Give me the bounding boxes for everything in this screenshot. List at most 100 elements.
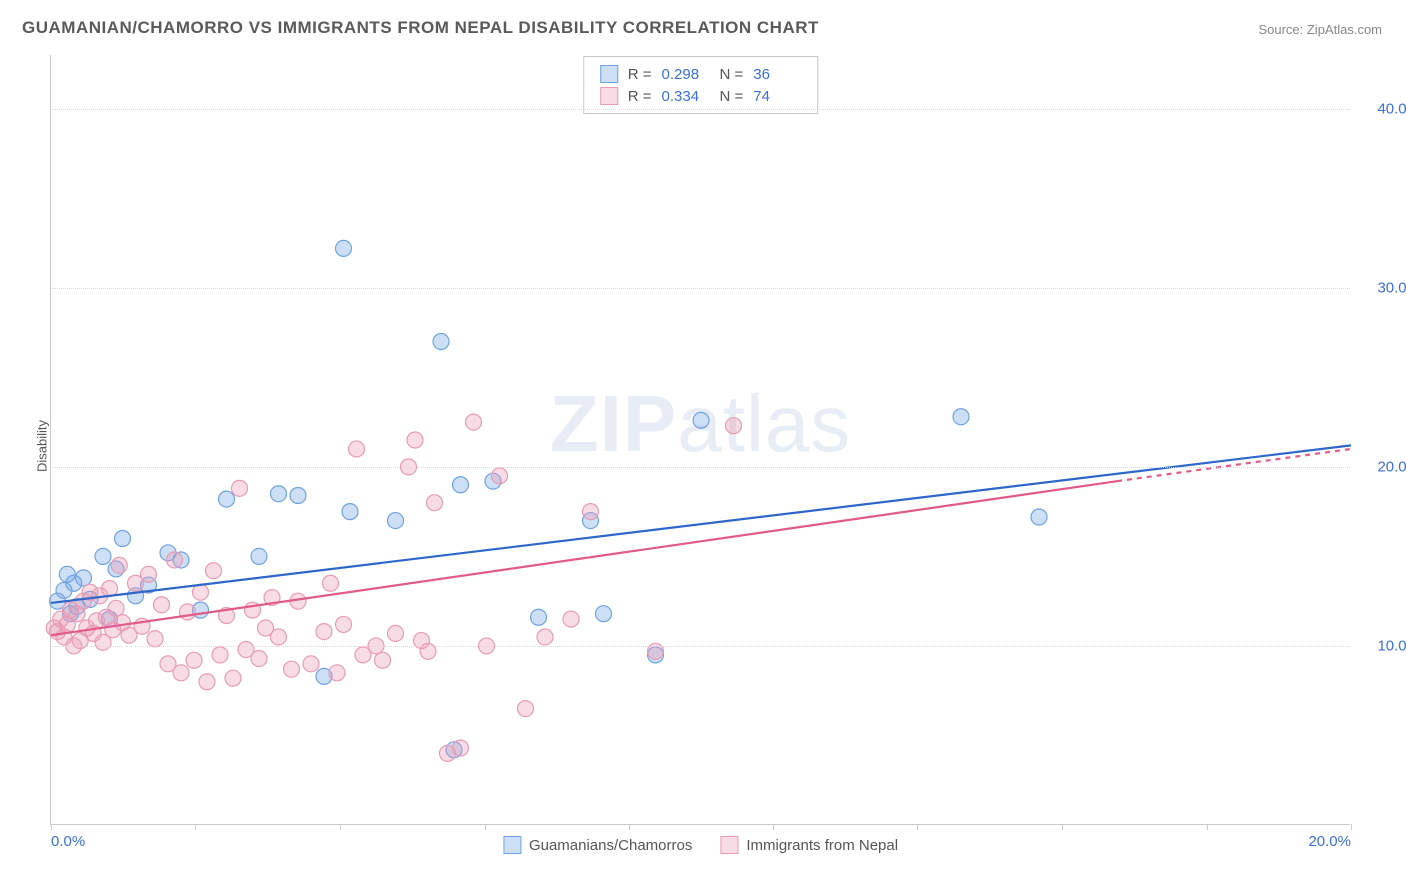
scatter-point <box>271 486 287 502</box>
x-tick-mark <box>917 824 918 830</box>
stats-row: R = 0.298 N = 36 <box>600 63 802 85</box>
scatter-point <box>375 652 391 668</box>
scatter-point <box>693 412 709 428</box>
scatter-point <box>596 606 612 622</box>
scatter-point <box>271 629 287 645</box>
scatter-point <box>336 616 352 632</box>
scatter-point <box>290 488 306 504</box>
bottom-legend: Guamanians/Chamorros Immigrants from Nepa… <box>503 836 898 854</box>
x-tick-mark <box>773 824 774 830</box>
legend-swatch <box>600 65 618 83</box>
scatter-point <box>225 670 241 686</box>
x-tick-label: 20.0% <box>1308 833 1351 850</box>
scatter-point <box>388 625 404 641</box>
scatter-point <box>115 530 131 546</box>
x-tick-mark <box>195 824 196 830</box>
scatter-point <box>953 409 969 425</box>
scatter-point <box>726 418 742 434</box>
stat-r-label: R = <box>628 88 652 105</box>
scatter-point <box>537 629 553 645</box>
stats-row: R = 0.334 N = 74 <box>600 85 802 107</box>
gridline <box>51 646 1350 647</box>
scatter-point <box>427 495 443 511</box>
plot-svg <box>51 55 1350 824</box>
x-tick-mark <box>1207 824 1208 830</box>
x-tick-label: 0.0% <box>51 833 85 850</box>
y-tick-label: 20.0% <box>1360 458 1406 475</box>
stat-r-value: 0.334 <box>662 88 710 105</box>
y-axis-label: Disability <box>35 420 50 472</box>
x-tick-mark <box>629 824 630 830</box>
stats-legend-box: R = 0.298 N = 36 R = 0.334 N = 74 <box>583 56 819 114</box>
scatter-point <box>531 609 547 625</box>
legend-label: Guamanians/Chamorros <box>529 837 692 854</box>
chart-container: GUAMANIAN/CHAMORRO VS IMMIGRANTS FROM NE… <box>0 0 1406 892</box>
legend-label: Immigrants from Nepal <box>746 837 898 854</box>
scatter-point <box>154 597 170 613</box>
legend-swatch <box>600 87 618 105</box>
scatter-point <box>492 468 508 484</box>
legend-swatch <box>720 836 738 854</box>
scatter-point <box>219 491 235 507</box>
scatter-point <box>251 650 267 666</box>
stat-n-label: N = <box>720 88 744 105</box>
stat-n-label: N = <box>720 66 744 83</box>
stat-r-label: R = <box>628 66 652 83</box>
plot-area: ZIPatlas R =0.298N =36R =0.334N =74 Guam… <box>50 55 1350 825</box>
scatter-point <box>199 674 215 690</box>
trend-line-dashed <box>1117 449 1351 481</box>
legend-item: Guamanians/Chamorros <box>503 836 692 854</box>
scatter-point <box>433 334 449 350</box>
gridline <box>51 109 1350 110</box>
scatter-point <box>466 414 482 430</box>
scatter-point <box>453 477 469 493</box>
scatter-point <box>76 570 92 586</box>
scatter-point <box>167 552 183 568</box>
scatter-point <box>518 701 534 717</box>
x-tick-mark <box>51 824 52 830</box>
x-tick-mark <box>1351 824 1352 830</box>
x-tick-mark <box>340 824 341 830</box>
scatter-point <box>316 624 332 640</box>
stat-n-value: 74 <box>753 88 801 105</box>
scatter-point <box>349 441 365 457</box>
scatter-point <box>563 611 579 627</box>
stat-r-value: 0.298 <box>662 66 710 83</box>
scatter-point <box>186 652 202 668</box>
chart-title: GUAMANIAN/CHAMORRO VS IMMIGRANTS FROM NE… <box>22 18 819 38</box>
legend-item: Immigrants from Nepal <box>720 836 898 854</box>
scatter-point <box>232 480 248 496</box>
scatter-point <box>180 604 196 620</box>
scatter-point <box>284 661 300 677</box>
scatter-point <box>323 575 339 591</box>
scatter-point <box>212 647 228 663</box>
y-tick-label: 40.0% <box>1360 100 1406 117</box>
source-label: Source: ZipAtlas.com <box>1258 22 1382 37</box>
trend-line <box>51 481 1117 635</box>
stat-n-value: 36 <box>753 66 801 83</box>
legend-swatch <box>503 836 521 854</box>
y-tick-label: 30.0% <box>1360 279 1406 296</box>
scatter-point <box>251 548 267 564</box>
scatter-point <box>1031 509 1047 525</box>
scatter-point <box>440 745 456 761</box>
scatter-point <box>583 504 599 520</box>
scatter-point <box>336 240 352 256</box>
x-tick-mark <box>1062 824 1063 830</box>
scatter-point <box>141 566 157 582</box>
scatter-point <box>147 631 163 647</box>
scatter-point <box>206 563 222 579</box>
scatter-point <box>329 665 345 681</box>
scatter-point <box>342 504 358 520</box>
scatter-point <box>95 548 111 564</box>
scatter-point <box>173 665 189 681</box>
y-tick-label: 10.0% <box>1360 637 1406 654</box>
scatter-point <box>407 432 423 448</box>
scatter-point <box>388 513 404 529</box>
gridline <box>51 467 1350 468</box>
scatter-point <box>111 557 127 573</box>
scatter-point <box>303 656 319 672</box>
scatter-point <box>108 600 124 616</box>
trend-line <box>51 445 1351 603</box>
x-tick-mark <box>485 824 486 830</box>
